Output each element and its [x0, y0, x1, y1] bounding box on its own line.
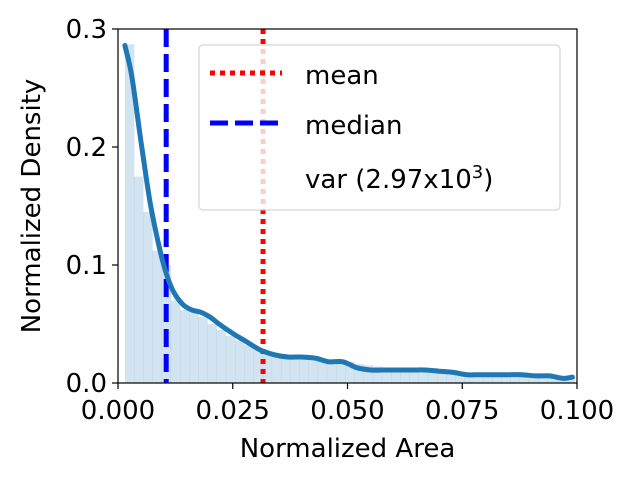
- reference-lines: [163, 29, 266, 383]
- histogram-bar: [317, 359, 328, 383]
- histogram-bar: [235, 340, 245, 383]
- x-tick-label: 0.100: [540, 396, 614, 426]
- histogram-bar: [124, 44, 135, 384]
- legend-variance-exponent: 3: [472, 162, 483, 183]
- y-axis-ticks: 0.0 0.1 0.2 0.3: [66, 15, 118, 399]
- histogram-bar: [170, 300, 181, 383]
- histogram-bar: [473, 374, 484, 383]
- histogram-bar: [179, 309, 190, 383]
- histogram-bar: [161, 265, 172, 383]
- x-axis-label: Normalized Area: [240, 434, 456, 464]
- histogram-bar: [501, 374, 511, 383]
- histogram-bar: [345, 361, 355, 383]
- x-tick-label: 0.075: [425, 396, 499, 426]
- histogram-bar: [372, 366, 383, 383]
- histogram-bar: [528, 375, 539, 383]
- histogram-bar: [400, 368, 410, 383]
- histogram-bar: [308, 358, 318, 383]
- histogram-bar: [271, 354, 282, 383]
- legend-variance-label: var (2.97x103): [305, 162, 493, 195]
- histogram-bar: [427, 370, 438, 383]
- histogram-bar: [519, 375, 530, 383]
- density-curve: [122, 43, 575, 381]
- histogram: [124, 44, 576, 384]
- histogram-bar: [363, 365, 374, 383]
- histogram-bar: [189, 312, 199, 383]
- histogram-bar: [244, 345, 254, 383]
- histogram-bar: [143, 211, 153, 383]
- histogram-bar: [510, 374, 520, 383]
- histogram-bar: [482, 374, 493, 383]
- histogram-bar: [290, 357, 300, 383]
- histogram-bar: [537, 375, 548, 383]
- histogram-bar: [547, 375, 557, 383]
- histogram-bar: [253, 349, 263, 383]
- histogram-bar: [280, 355, 291, 383]
- legend-mean-label: mean: [305, 61, 379, 91]
- histogram-bar: [336, 361, 346, 383]
- histogram-bar: [409, 368, 419, 383]
- histogram-bar: [326, 360, 337, 383]
- histogram-bar: [381, 367, 392, 383]
- legend-variance-close: ): [483, 165, 493, 195]
- histogram-bar: [391, 368, 401, 383]
- legend-median-label: median: [305, 111, 402, 141]
- histogram-bar: [437, 371, 447, 383]
- y-tick-label: 0.0: [66, 369, 107, 399]
- histogram-bar: [464, 373, 475, 383]
- plot-area: [122, 29, 576, 384]
- histogram-bar: [216, 329, 227, 383]
- histogram-bar: [262, 352, 273, 383]
- legend: mean median var (2.97x103): [198, 44, 561, 211]
- histogram-bar: [446, 372, 456, 383]
- histogram-bar: [225, 335, 236, 383]
- histogram-bar: [299, 357, 309, 383]
- legend-box: [198, 44, 561, 211]
- histogram-bar: [134, 176, 144, 383]
- y-tick-label: 0.1: [66, 251, 107, 281]
- histogram-bar: [418, 370, 429, 383]
- x-axis-ticks: 0.000 0.025 0.050 0.075 0.100: [81, 383, 614, 426]
- histogram-bar: [354, 364, 364, 383]
- y-tick-label: 0.3: [66, 15, 107, 45]
- legend-variance-main: var (2.97x10: [305, 165, 472, 195]
- x-tick-label: 0.000: [81, 396, 155, 426]
- x-tick-label: 0.050: [310, 396, 384, 426]
- y-tick-label: 0.2: [66, 133, 107, 163]
- histogram-bar: [198, 316, 208, 383]
- histogram-bar: [207, 324, 217, 383]
- histogram-bar: [152, 250, 162, 383]
- y-axis-label: Normalized Density: [17, 79, 47, 334]
- histogram-bar: [492, 374, 502, 383]
- histogram-bar: [455, 373, 465, 383]
- x-tick-label: 0.025: [196, 396, 270, 426]
